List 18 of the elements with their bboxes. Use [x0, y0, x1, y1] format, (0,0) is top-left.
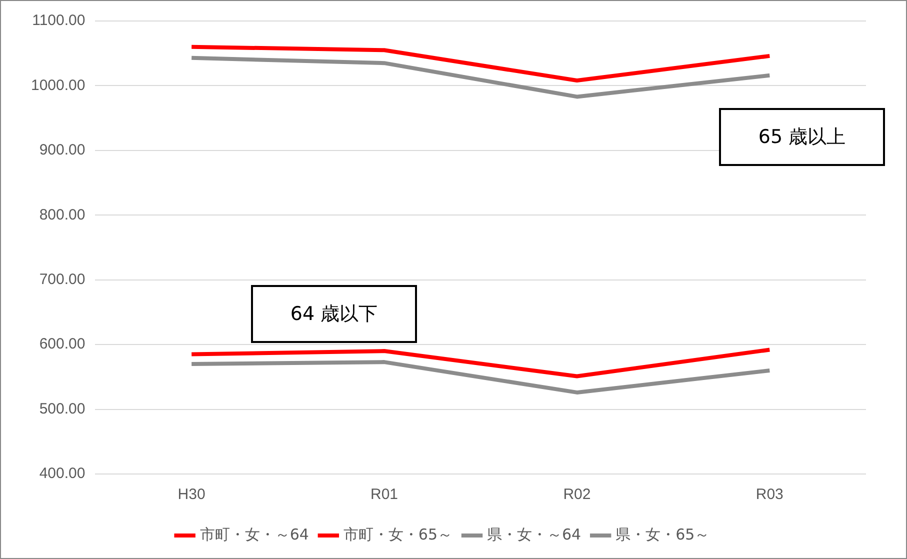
x-tick-label: R03: [756, 486, 784, 504]
legend-label: 市町・女・～64: [200, 525, 309, 544]
y-tick-label: 600.00: [39, 336, 86, 353]
y-tick-label: 700.00: [39, 271, 86, 288]
y-tick-label: 1100.00: [32, 12, 86, 30]
y-tick-label: 800.00: [39, 206, 86, 224]
x-tick-label: R01: [370, 486, 398, 504]
label-box: 64 歳以下: [251, 285, 417, 343]
y-tick-label: 1000.00: [30, 76, 86, 94]
y-tick-label: 500.00: [39, 400, 86, 418]
x-tick-label: R02: [563, 486, 591, 504]
y-tick-label: 400.00: [39, 465, 86, 482]
legend-label: 市町・女・65～: [343, 525, 453, 544]
legend-label: 県・女・～64: [487, 525, 582, 544]
legend-label: 県・女・65～: [616, 525, 710, 544]
x-tick-label: H30: [178, 486, 206, 504]
y-tick-label: 900.00: [39, 142, 86, 159]
label-box: 65 歳以上: [719, 108, 885, 166]
